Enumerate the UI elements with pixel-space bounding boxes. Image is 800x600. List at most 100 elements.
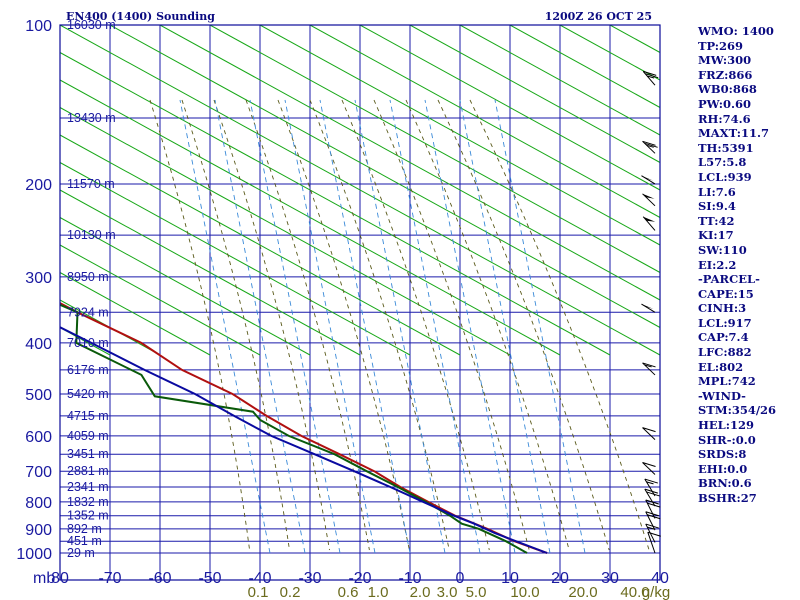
height-label: 6176 m xyxy=(67,363,109,377)
mixing-ratio-label: 10.0 xyxy=(510,584,539,600)
dry-adiabat-line xyxy=(509,25,660,109)
height-label: 892 m xyxy=(67,522,102,536)
mixing-ratio-line xyxy=(494,99,586,554)
mixing-ratio-line xyxy=(424,99,516,554)
dry-adiabat-line xyxy=(409,25,660,164)
temperature-tick-label: -70 xyxy=(98,570,121,587)
wind-barb xyxy=(642,216,656,231)
sounding-index-item: PW:0.60 xyxy=(698,96,752,111)
moist-adiabat-line xyxy=(181,99,290,551)
temperature-profile-line xyxy=(60,302,548,554)
sounding-index-item: KI:17 xyxy=(698,228,734,243)
sounding-index-item: FRZ:866 xyxy=(698,67,753,82)
sounding-index-item: BSHR:27 xyxy=(698,491,757,505)
dry-adiabat-line xyxy=(209,25,660,274)
temperature-tick-label: -20 xyxy=(348,570,371,587)
pressure-tick-label: 500 xyxy=(25,387,52,404)
mixing-ratio-label: 0.6 xyxy=(338,584,359,600)
sounding-index-item: LCL:939 xyxy=(698,169,752,184)
mixing-ratio-line xyxy=(319,99,411,554)
pressure-tick-label: 300 xyxy=(25,270,52,287)
temperature-tick-label: 40 xyxy=(651,570,669,587)
moist-adiabat-line xyxy=(437,99,610,551)
moist-adiabat-line xyxy=(373,99,530,551)
wind-barb xyxy=(642,362,656,376)
dry-adiabat-line xyxy=(60,106,511,356)
sounding-datetime: 1200Z 26 OCT 25 xyxy=(545,10,652,23)
wind-barb xyxy=(647,531,661,554)
pressure-tick-label: 800 xyxy=(25,495,52,512)
sounding-index-item: -PARCEL- xyxy=(698,272,760,287)
height-label: 1832 m xyxy=(67,495,109,509)
sounding-index-item: TH:5391 xyxy=(698,140,754,155)
pressure-tick-label: 700 xyxy=(25,464,52,481)
height-label: 1352 m xyxy=(67,509,109,523)
wind-barb xyxy=(644,478,658,497)
mixing-ratio-label: 20.0 xyxy=(568,584,597,600)
mixing-ratio-label: 0.1 xyxy=(248,584,269,600)
height-label: 7010 m xyxy=(67,336,109,350)
mixing-ratio-line xyxy=(354,99,446,554)
dry-adiabat-line xyxy=(359,25,660,191)
pressure-tick-label: 200 xyxy=(25,177,52,194)
sounding-indices-panel: WMO: 1400 TP:269 MW:300 FRZ:866 WB0:868 PW:0.… xyxy=(698,24,776,506)
dry-adiabat-line xyxy=(60,244,261,356)
sounding-index-item: HEL:129 xyxy=(698,418,754,433)
height-label: 29 m xyxy=(67,546,95,560)
sounding-index-item: EL:802 xyxy=(698,359,744,374)
sounding-index-item: -WIND- xyxy=(698,388,746,403)
sounding-index-item: LI:7.6 xyxy=(698,184,736,199)
sounding-index-item: TT:42 xyxy=(698,213,735,228)
height-label: 2881 m xyxy=(67,464,109,478)
height-label: 16030 m xyxy=(67,18,116,32)
sounding-index-item: LFC:882 xyxy=(698,345,752,360)
sounding-index-item: RH:74.6 xyxy=(698,111,751,126)
mixing-ratio-label: 1.0 xyxy=(368,584,389,600)
height-label: 4715 m xyxy=(67,409,109,423)
temperature-tick-label: 10 xyxy=(501,570,519,587)
moist-adiabat-line xyxy=(309,99,450,551)
mixing-ratio-line xyxy=(249,99,341,554)
dry-adiabat-line xyxy=(159,25,660,301)
sounding-index-item: SRDS:8 xyxy=(698,447,747,462)
dry-adiabat-line xyxy=(0,25,10,355)
dry-adiabat-line xyxy=(60,271,211,356)
moist-adiabat-line xyxy=(149,99,251,551)
height-label: 3451 m xyxy=(67,447,109,461)
moist-adiabat-line xyxy=(245,99,370,551)
sounding-index-item: CINH:3 xyxy=(698,301,747,316)
mixing-ratio-line xyxy=(284,99,376,554)
wind-barb xyxy=(642,461,656,475)
wind-barb xyxy=(642,140,658,154)
sounding-index-item: CAPE:15 xyxy=(698,286,754,301)
mixing-ratio-label: 5.0 xyxy=(466,584,487,600)
pressure-unit-label: mb xyxy=(33,570,55,587)
sounding-index-item: TP:269 xyxy=(698,38,744,53)
dry-adiabat-line xyxy=(60,189,361,356)
mixing-ratio-line xyxy=(389,99,481,554)
height-label: 7924 m xyxy=(67,305,109,319)
moist-adiabat-line xyxy=(213,99,330,551)
wind-barb xyxy=(642,70,659,86)
sounding-index-item: SW:110 xyxy=(698,242,747,257)
mixing-ratio-unit: g/kg xyxy=(642,584,670,600)
moist-adiabat-line xyxy=(405,99,570,551)
sounding-index-item: SHR-:0.0 xyxy=(698,432,756,447)
dry-adiabat-line xyxy=(60,161,411,356)
height-label: 13430 m xyxy=(67,111,116,125)
mixing-ratio-line xyxy=(214,99,306,554)
sounding-index-item: MW:300 xyxy=(698,53,752,68)
dry-adiabat-line xyxy=(309,25,660,219)
wind-barb xyxy=(645,523,659,543)
sounding-index-item: EHI:0.0 xyxy=(698,461,748,476)
height-label: 2341 m xyxy=(67,480,109,494)
mixing-ratio-label: 3.0 xyxy=(437,584,458,600)
dry-adiabat-line xyxy=(60,51,611,356)
wind-barb xyxy=(641,175,656,185)
pressure-tick-label: 900 xyxy=(25,522,52,539)
temperature-tick-label: -30 xyxy=(298,570,321,587)
dry-adiabat-line xyxy=(60,25,660,356)
sounding-index-item: L57:5.8 xyxy=(698,155,747,170)
moist-adiabat-line xyxy=(469,99,650,551)
temperature-tick-label: 0 xyxy=(456,570,465,587)
